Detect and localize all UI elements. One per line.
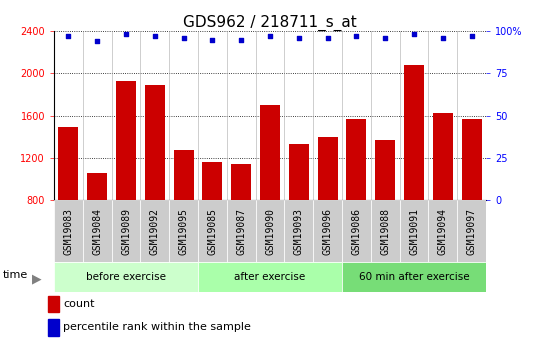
Bar [400, 200, 428, 262]
Text: count: count [63, 299, 94, 309]
Bar [457, 200, 486, 262]
Bar [404, 65, 424, 200]
Bar [116, 81, 136, 200]
Text: GSM19094: GSM19094 [438, 208, 448, 255]
Point [237, 37, 246, 42]
Point [64, 33, 73, 39]
Text: ▶: ▶ [32, 272, 42, 285]
Text: before exercise: before exercise [86, 272, 166, 282]
Text: after exercise: after exercise [234, 272, 306, 282]
Text: GSM19085: GSM19085 [207, 208, 218, 255]
Point [352, 33, 361, 39]
Bar [433, 114, 453, 200]
Bar [198, 262, 342, 292]
Bar [198, 200, 227, 262]
Bar [313, 200, 342, 262]
Bar [231, 164, 251, 200]
Bar [173, 150, 194, 200]
Bar [48, 296, 59, 313]
Bar [375, 140, 395, 200]
Bar [112, 200, 140, 262]
Point [208, 37, 217, 42]
Point [93, 38, 102, 44]
Bar [462, 119, 482, 200]
Text: GSM19093: GSM19093 [294, 208, 304, 255]
Bar [48, 319, 59, 336]
Bar [54, 200, 83, 262]
Point [323, 35, 332, 41]
Point [438, 35, 447, 41]
Point [467, 33, 476, 39]
Text: 60 min after exercise: 60 min after exercise [359, 272, 469, 282]
Bar [428, 200, 457, 262]
Bar [145, 85, 165, 200]
Point [122, 32, 130, 37]
Bar [87, 172, 107, 200]
Text: GSM19084: GSM19084 [92, 208, 102, 255]
Text: GSM19088: GSM19088 [380, 208, 390, 255]
Text: percentile rank within the sample: percentile rank within the sample [63, 322, 251, 332]
Point [151, 33, 159, 39]
Point [266, 33, 274, 39]
Bar [58, 127, 78, 200]
Text: GSM19092: GSM19092 [150, 208, 160, 255]
Bar [289, 144, 309, 200]
Text: GSM19097: GSM19097 [467, 208, 477, 255]
Text: time: time [3, 270, 28, 280]
Bar [285, 200, 313, 262]
Bar [346, 119, 367, 200]
Bar [342, 200, 371, 262]
Text: GSM19091: GSM19091 [409, 208, 419, 255]
Bar [140, 200, 169, 262]
Bar [54, 262, 198, 292]
Title: GDS962 / 218711_s_at: GDS962 / 218711_s_at [183, 15, 357, 31]
Bar [342, 262, 486, 292]
Bar [255, 200, 285, 262]
Text: GSM19087: GSM19087 [236, 208, 246, 255]
Bar [318, 137, 338, 200]
Text: GSM19090: GSM19090 [265, 208, 275, 255]
Bar [202, 162, 222, 200]
Text: GSM19095: GSM19095 [179, 208, 188, 255]
Point [294, 35, 303, 41]
Bar [169, 200, 198, 262]
Text: GSM19086: GSM19086 [352, 208, 361, 255]
Point [179, 35, 188, 41]
Text: GSM19083: GSM19083 [63, 208, 73, 255]
Bar [371, 200, 400, 262]
Point [381, 35, 389, 41]
Bar [227, 200, 255, 262]
Bar [83, 200, 112, 262]
Text: GSM19089: GSM19089 [121, 208, 131, 255]
Bar [260, 105, 280, 200]
Point [410, 32, 418, 37]
Text: GSM19096: GSM19096 [322, 208, 333, 255]
